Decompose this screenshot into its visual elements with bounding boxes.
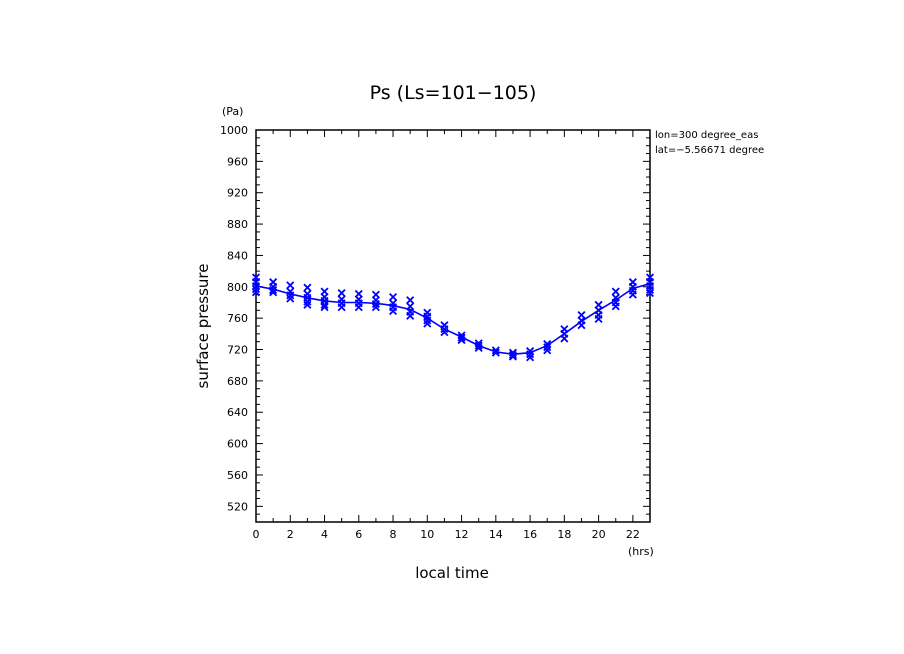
plot-frame — [255, 129, 651, 523]
data-point-marker — [526, 347, 535, 356]
x-axis-label: local time — [415, 564, 489, 582]
data-point-marker — [423, 316, 432, 325]
data-point-marker — [508, 352, 517, 361]
y-tick-label: 680 — [227, 375, 248, 388]
data-point-marker — [251, 285, 261, 294]
data-point-marker — [337, 303, 346, 312]
x-tick-label: 18 — [557, 528, 571, 541]
annotation-lon: lon=300 degree_eas — [655, 130, 758, 141]
data-point-marker — [645, 289, 655, 298]
data-point-marker — [508, 350, 517, 360]
data-point-marker — [354, 303, 363, 312]
y-tick-label: 520 — [227, 500, 248, 513]
y-tick-label: 560 — [227, 469, 248, 482]
data-point-marker — [286, 281, 295, 290]
data-point-marker — [543, 343, 552, 352]
data-point-marker — [440, 328, 449, 337]
data-point-marker — [611, 302, 620, 311]
data-point-marker — [303, 300, 312, 309]
data-point-marker — [286, 294, 295, 303]
y-axis-label: surface pressure — [194, 264, 212, 389]
data-point-marker — [303, 297, 312, 306]
x-unit-label: (hrs) — [628, 545, 654, 558]
data-point-marker — [457, 333, 466, 342]
data-point-marker — [526, 353, 535, 362]
data-point-marker — [269, 285, 278, 294]
y-tick-label: 960 — [227, 155, 248, 168]
data-point-marker — [406, 311, 415, 320]
series-line — [255, 282, 651, 356]
data-point-marker — [560, 334, 569, 343]
x-tick-label: 12 — [455, 528, 469, 541]
y-tick-label: 720 — [227, 344, 248, 357]
x-tick-label: 4 — [321, 528, 328, 541]
data-point-marker — [491, 346, 500, 355]
x-tick-label: 20 — [592, 528, 606, 541]
data-point-marker — [389, 292, 398, 302]
data-point-marker — [645, 285, 655, 294]
data-point-marker — [423, 319, 432, 328]
data-point-marker — [628, 290, 637, 299]
x-tick-label: 14 — [489, 528, 503, 541]
y-tick-label: 600 — [227, 438, 248, 451]
data-point-marker — [611, 287, 620, 296]
x-tick-label: 22 — [626, 528, 640, 541]
annotation-lat: lat=−5.56671 degree — [655, 145, 764, 156]
x-tick-label: 10 — [420, 528, 434, 541]
data-point-marker — [320, 303, 329, 312]
data-point-marker — [320, 300, 329, 309]
y-unit-label: (Pa) — [222, 105, 243, 118]
data-point-marker — [337, 289, 346, 298]
data-point-marker — [406, 296, 415, 305]
chart-title: Ps (Ls=101−105) — [370, 82, 537, 104]
data-point-marker — [474, 343, 483, 352]
x-tick-label: 0 — [253, 528, 260, 541]
data-point-marker — [457, 336, 466, 345]
y-tick-label: 800 — [227, 281, 248, 294]
x-tick-label: 2 — [287, 528, 294, 541]
y-tick-label: 760 — [227, 312, 248, 325]
y-tick-label: 1000 — [220, 124, 248, 137]
data-point-marker — [577, 321, 586, 330]
data-point-marker — [543, 339, 552, 349]
data-point-marker — [491, 348, 500, 357]
data-point-marker — [251, 281, 261, 291]
data-point-marker — [303, 283, 312, 292]
y-tick-label: 640 — [227, 406, 248, 419]
y-tick-label: 880 — [227, 218, 248, 231]
x-tick-label: 8 — [390, 528, 397, 541]
data-point-marker — [286, 291, 295, 300]
data-point-marker — [371, 303, 380, 312]
data-point-marker — [526, 350, 535, 359]
data-point-marker — [440, 325, 449, 334]
x-tick-label: 16 — [523, 528, 537, 541]
data-point-marker — [474, 341, 483, 350]
data-point-marker — [594, 314, 603, 323]
data-point-marker — [371, 300, 380, 309]
y-tick-label: 920 — [227, 187, 248, 200]
x-tick-label: 6 — [355, 528, 362, 541]
y-tick-label: 840 — [227, 249, 248, 262]
data-point-marker — [543, 346, 552, 355]
data-point-marker — [269, 288, 278, 297]
data-point-marker — [251, 288, 261, 297]
data-point-marker — [389, 307, 398, 316]
